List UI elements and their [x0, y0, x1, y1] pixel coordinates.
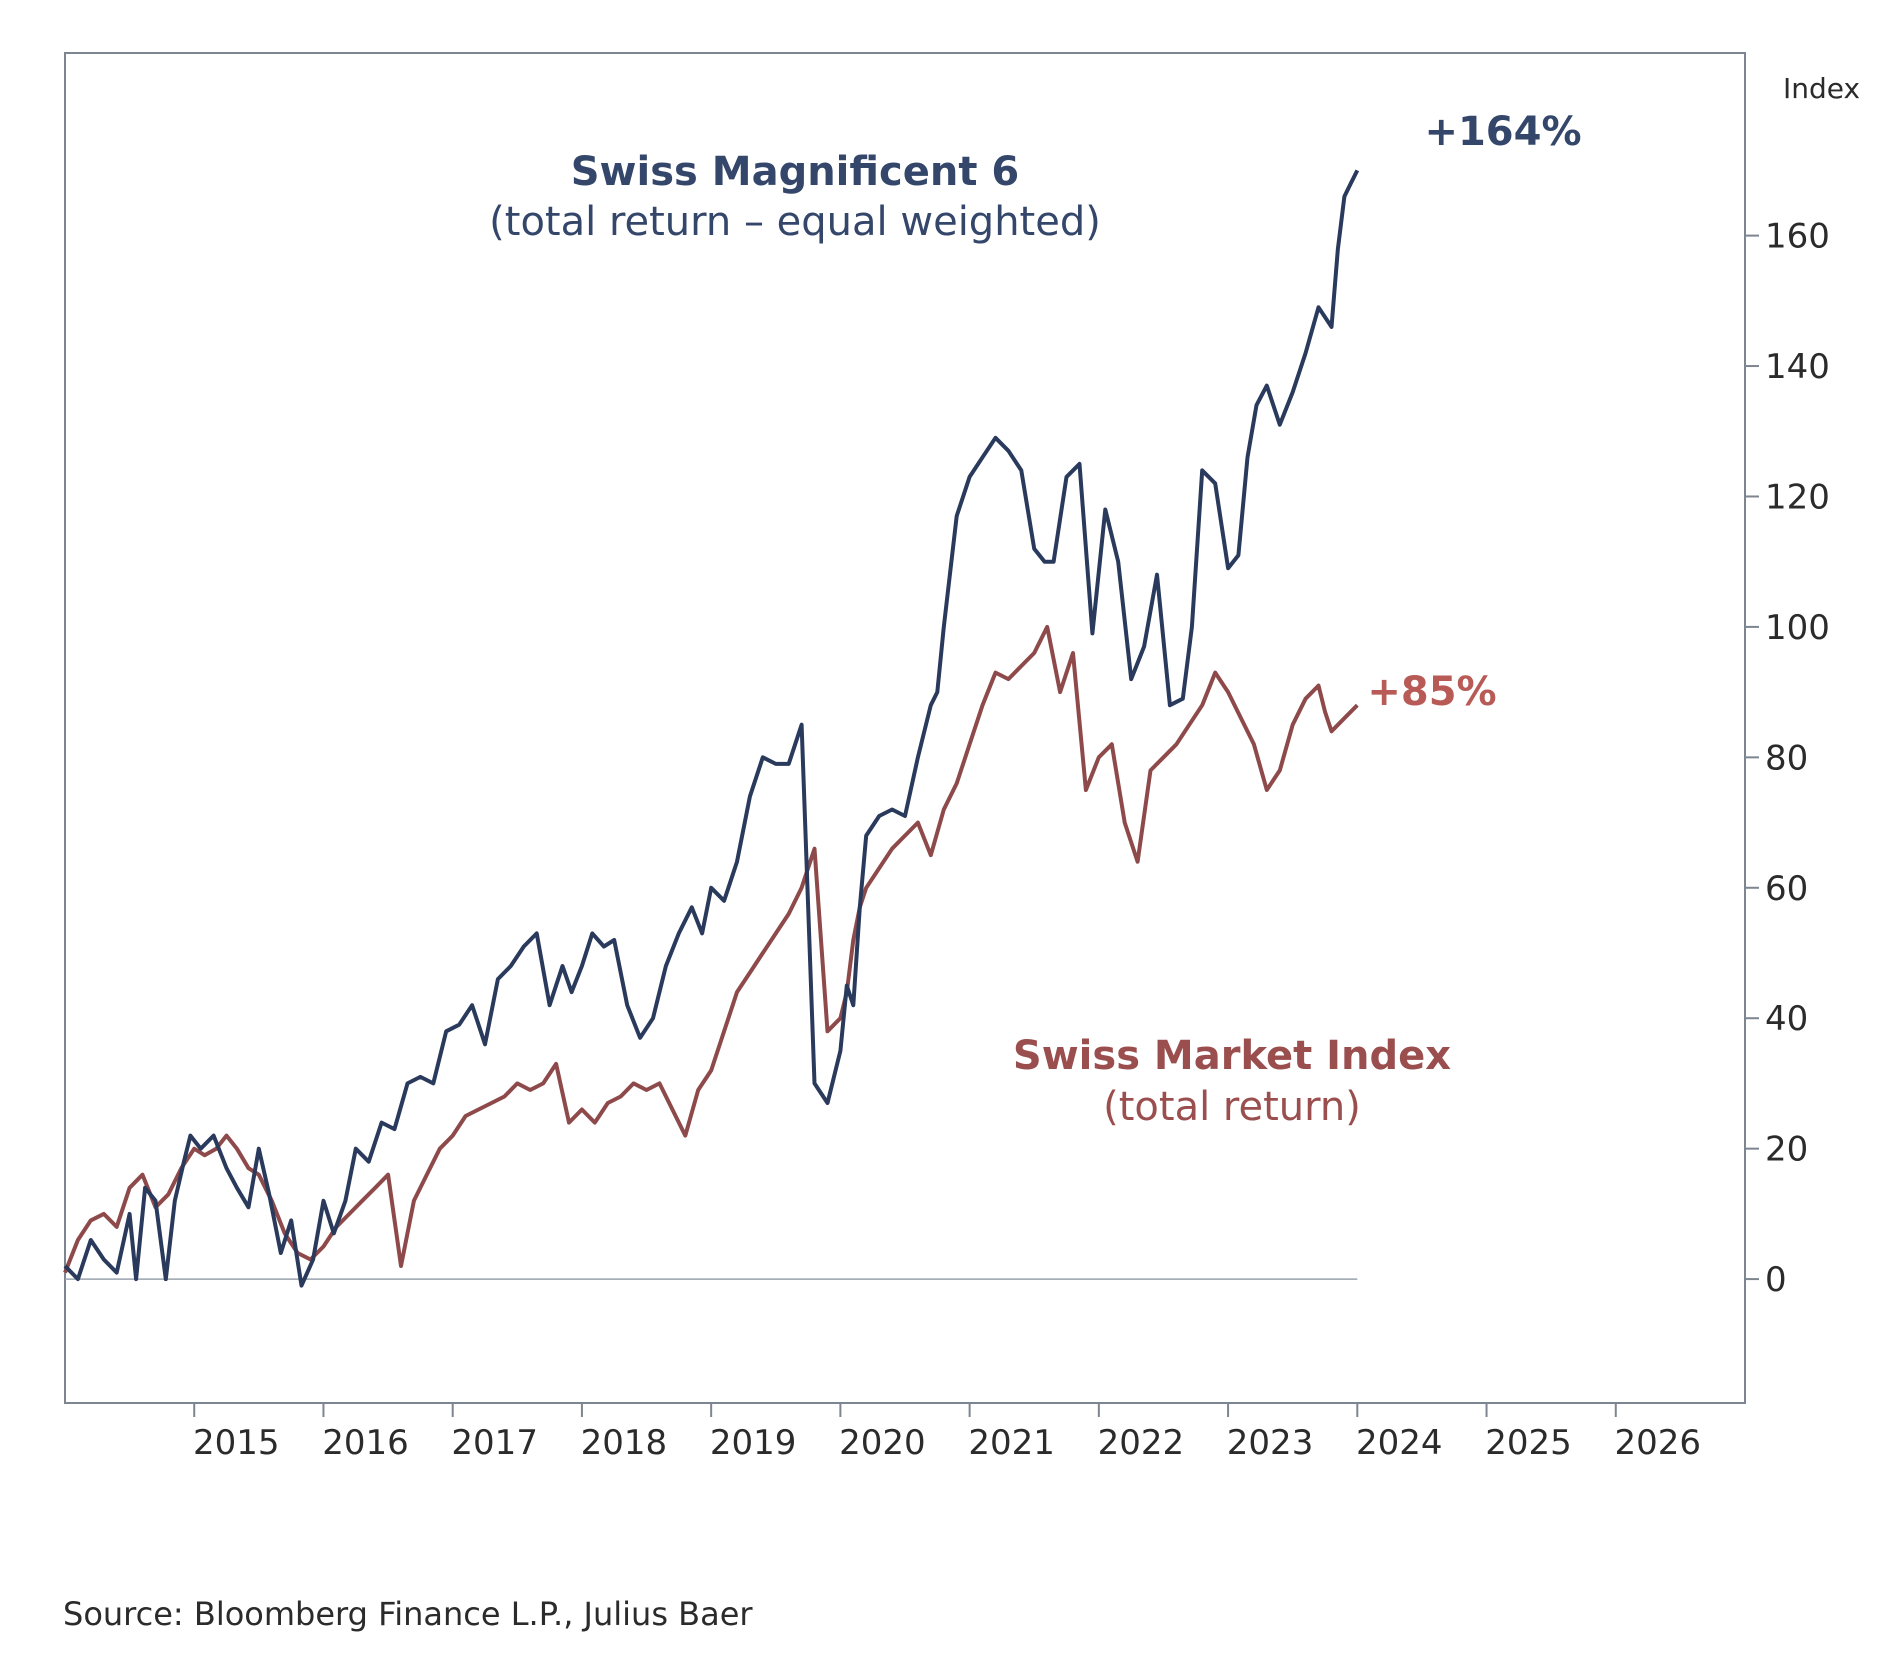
y-axis-title: Index	[1783, 72, 1860, 105]
x-tick-label: 2021	[968, 1423, 1055, 1463]
plot-frame	[64, 52, 1746, 1404]
series-line-swiss-magnificent-6	[63, 169, 1360, 1288]
x-tick-label: 2026	[1615, 1423, 1702, 1463]
source-note: Source: Bloomberg Finance L.P., Julius B…	[63, 1595, 753, 1633]
series-line-swiss-market-index	[63, 624, 1359, 1274]
series-subtitle-swiss-market-index: (total return)	[1103, 1084, 1361, 1130]
x-tick-label: 2015	[193, 1423, 280, 1463]
y-tick-label: 20	[1765, 1130, 1808, 1170]
y-tick-label: 140	[1765, 347, 1830, 387]
series-label-swiss-magnificent-6: Swiss Magnificent 6	[571, 149, 1019, 195]
final-label-swiss-market-index: +85%	[1367, 669, 1496, 715]
x-tick-label: 2025	[1485, 1423, 1572, 1463]
final-label-swiss-magnificent-6: +164%	[1424, 109, 1581, 155]
y-tick-label: 120	[1765, 477, 1830, 517]
y-tick-label: 40	[1765, 999, 1808, 1039]
x-axis: 2015 2016 2017 2018 2019 2020 2021 2022 2023 2024…	[193, 1403, 1701, 1463]
y-tick-label: 160	[1765, 217, 1830, 257]
x-tick-label: 2018	[581, 1423, 668, 1463]
x-tick-label: 2023	[1227, 1423, 1314, 1463]
x-tick-label: 2020	[839, 1423, 926, 1463]
x-tick-label: 2019	[710, 1423, 797, 1463]
x-tick-label: 2024	[1356, 1423, 1443, 1463]
y-tick-label: 100	[1765, 608, 1830, 648]
y-tick-label: 80	[1765, 738, 1808, 778]
y-tick-label: 0	[1765, 1260, 1787, 1300]
x-tick-label: 2022	[1098, 1423, 1185, 1463]
y-tick-label: 60	[1765, 869, 1808, 909]
x-tick-label: 2016	[322, 1423, 409, 1463]
series-label-swiss-market-index: Swiss Market Index	[1013, 1033, 1451, 1079]
x-tick-label: 2017	[451, 1423, 538, 1463]
series-subtitle-swiss-magnificent-6: (total return – equal weighted)	[489, 199, 1101, 245]
y-axis: 0 20 40 60 80 100 120 140 160	[1745, 217, 1830, 1300]
